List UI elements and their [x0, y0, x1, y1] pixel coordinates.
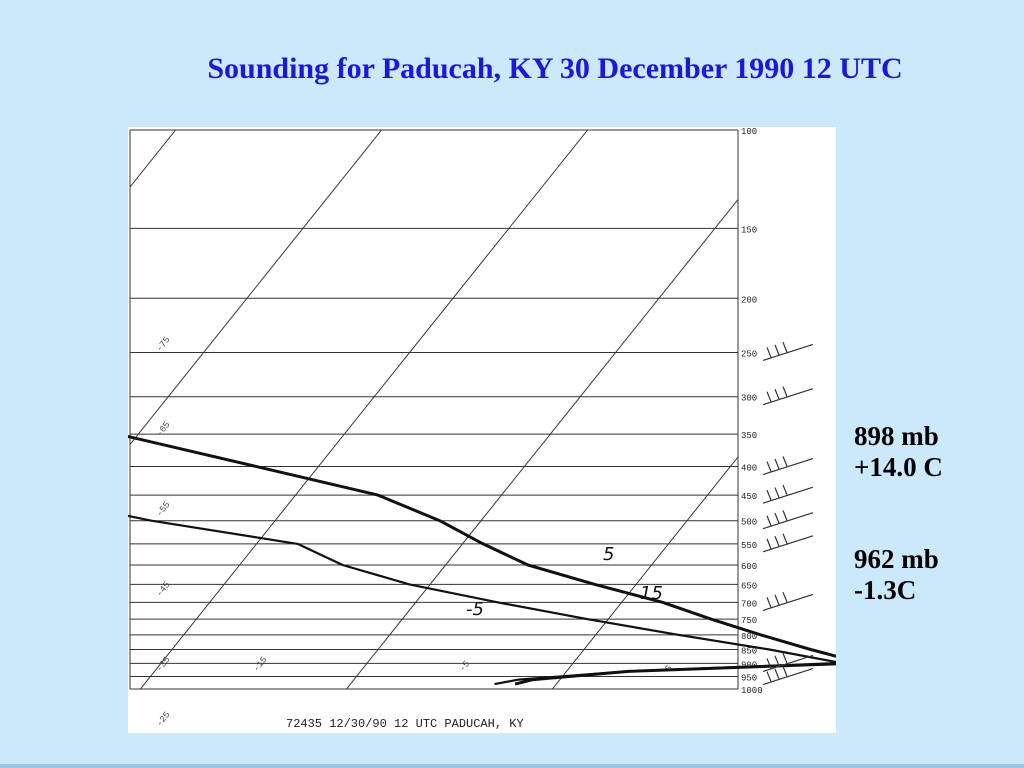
dewpoint-trace — [128, 514, 836, 686]
pressure-tick-label: 600 — [741, 562, 757, 572]
handwritten-isotherm-label: 15 — [640, 583, 663, 604]
pressure-tick-label: 950 — [741, 674, 757, 684]
wind-barb — [762, 666, 814, 686]
pressure-tick-label: 350 — [741, 431, 757, 441]
pressure-tick-label: 1000 — [741, 686, 763, 696]
isotherm-label: -5 — [458, 659, 473, 674]
skewt-chart-panel: 100 150 200 250 300 350 400 450 500 550 600 650 700 7… — [128, 127, 836, 733]
isotherm-label: -35 — [155, 655, 173, 674]
pressure-tick-label: 550 — [741, 541, 757, 551]
annotation-temperature: +14.0 C — [854, 452, 943, 482]
annotation-pressure: 962 mb — [854, 544, 939, 574]
isotherm-label: -55 — [155, 500, 173, 519]
pressure-tick-label: 500 — [741, 518, 757, 528]
wind-barb — [762, 652, 814, 672]
pressure-tick-label: 450 — [741, 492, 757, 502]
pressure-tick-label: 300 — [741, 394, 757, 404]
chart-caption: 72435 12/30/90 12 UTC PADUCAH, KY — [286, 717, 524, 731]
isotherm-line — [552, 456, 738, 689]
wind-barb — [762, 456, 814, 476]
wind-barb — [762, 591, 814, 611]
isotherm-label: -75 — [155, 335, 173, 354]
slide-title: Sounding for Paducah, KY 30 December 199… — [207, 52, 903, 85]
isotherm-label: -25 — [155, 710, 173, 729]
isotherm-line — [346, 198, 738, 689]
isotherm-label: -65 — [155, 420, 173, 439]
pressure-tick-label: 700 — [741, 599, 757, 609]
annotation-pressure: 898 mb — [854, 421, 939, 451]
wind-barb — [762, 533, 814, 553]
slide-bottom-rule — [0, 764, 1024, 768]
skewt-diagram: 100 150 200 250 300 350 400 450 500 550 600 650 700 7… — [128, 127, 836, 731]
pressure-tick-label: 800 — [741, 632, 757, 642]
temperature-trace — [128, 434, 836, 686]
pressure-tick-label: 400 — [741, 464, 757, 474]
handwritten-isotherm-label: -5 — [466, 599, 484, 620]
pressure-tick-label: 750 — [741, 616, 757, 626]
pressure-tick-label: 250 — [741, 349, 757, 359]
isotherm-line — [130, 130, 382, 446]
wind-barb — [762, 386, 814, 406]
annotation-898mb: 898 mb +14.0 C — [854, 421, 943, 483]
pressure-tick-label: 200 — [741, 295, 757, 305]
annotation-962mb: 962 mb -1.3C — [854, 544, 939, 606]
pressure-tick-label: 150 — [741, 225, 757, 235]
isotherm-label: -45 — [155, 580, 173, 599]
pressure-tick-label: 650 — [741, 581, 757, 591]
wind-barb — [762, 484, 814, 504]
annotation-temperature: -1.3C — [854, 575, 917, 605]
isotherm-line — [130, 130, 176, 188]
handwritten-isotherm-label: 5 — [603, 544, 614, 565]
pressure-tick-label: 100 — [741, 127, 757, 137]
wind-barb — [762, 342, 814, 362]
isotherm-line — [140, 130, 588, 689]
pressure-tick-label: 850 — [741, 647, 757, 657]
pressure-tick-label: 900 — [741, 660, 757, 670]
isotherm-label: -15 — [252, 655, 270, 674]
wind-barb — [762, 510, 814, 530]
